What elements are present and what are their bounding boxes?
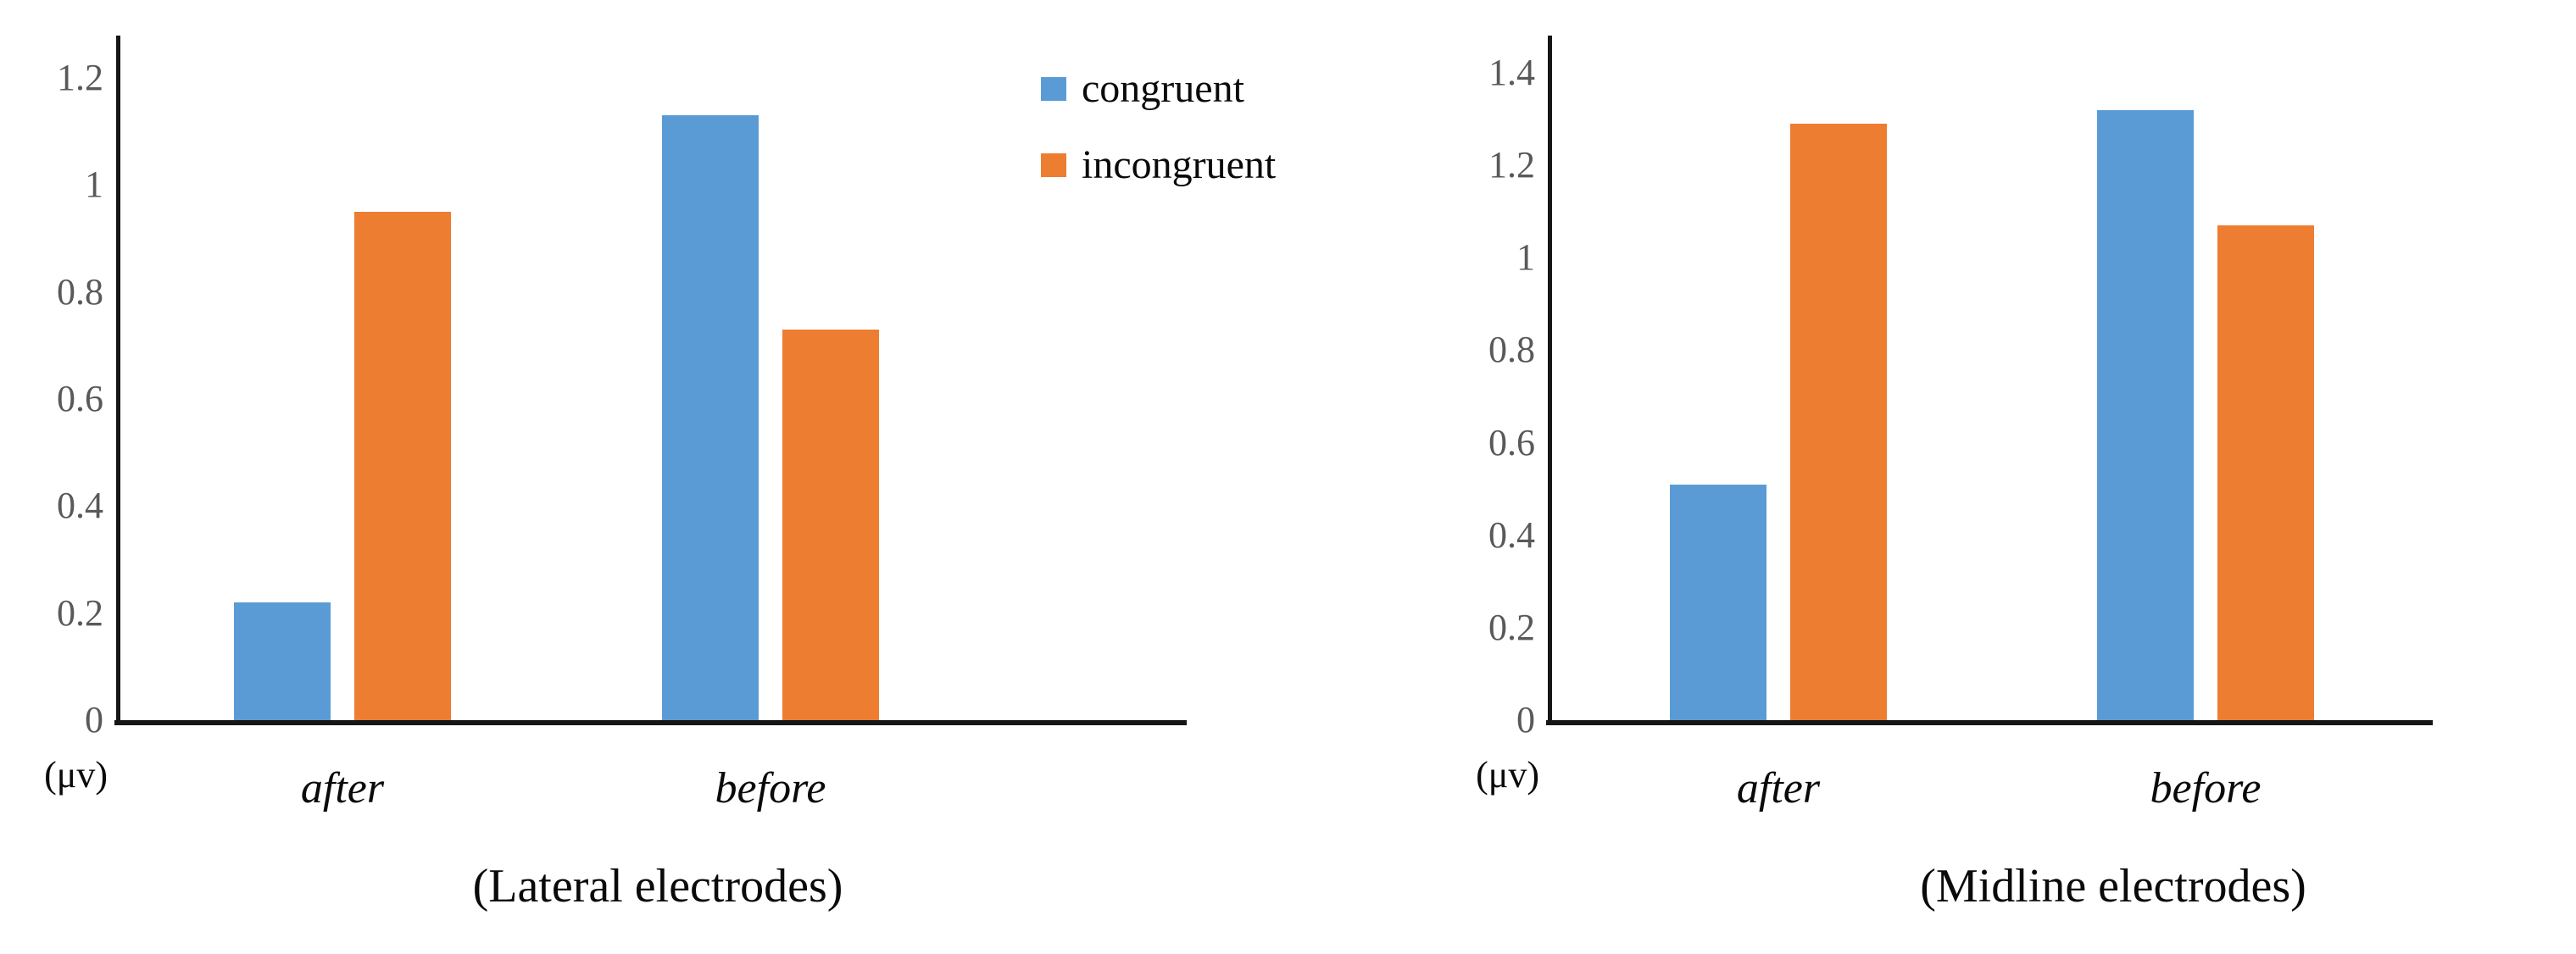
x-axis-line — [1546, 720, 2433, 725]
bar-congruent-after — [1670, 485, 1766, 720]
bar-incongruent-after — [1790, 124, 1887, 720]
legend-label-congruent: congruent — [1082, 66, 1244, 111]
y-tick-label: 0.2 — [57, 591, 103, 634]
legend-item-incongruent: incongruent — [1041, 145, 1276, 186]
chart-title-midline: (Midline electrodes) — [1920, 860, 2306, 912]
y-tick-label: 0.4 — [57, 485, 103, 527]
y-axis-unit-label: (μv) — [44, 754, 108, 796]
y-tick-label: 0 — [1516, 699, 1535, 740]
y-tick-label: 0.6 — [57, 377, 103, 419]
legend-item-congruent: congruent — [1041, 69, 1244, 109]
chart-title-lateral: (Lateral electrodes) — [472, 860, 843, 912]
y-tick-label: 0.8 — [1488, 329, 1535, 371]
y-tick-label: 0.6 — [1488, 421, 1535, 463]
bar-congruent-after — [234, 602, 331, 720]
y-axis-line — [116, 36, 120, 724]
bar-congruent-before — [662, 115, 759, 720]
y-tick-label: 1.2 — [1488, 144, 1535, 186]
x-category-label-after: after — [300, 764, 385, 813]
y-tick-label: 1.4 — [1488, 52, 1535, 94]
y-axis-unit-label: (μv) — [1476, 754, 1539, 796]
x-category-label-after: after — [1736, 764, 1821, 813]
y-tick-label: 0.8 — [57, 270, 103, 313]
y-tick-label: 0.4 — [1488, 513, 1535, 556]
y-tick-label: 0.2 — [1488, 606, 1535, 648]
legend-label-incongruent: incongruent — [1082, 142, 1277, 187]
bar-incongruent-before — [2217, 225, 2314, 720]
bar-incongruent-before — [782, 330, 879, 720]
x-category-label-before: before — [715, 764, 826, 813]
bar-incongruent-after — [354, 212, 451, 720]
bar-congruent-before — [2097, 110, 2194, 720]
y-tick-label: 1 — [1516, 236, 1535, 279]
x-axis-line — [114, 720, 1187, 725]
legend-swatch-incongruent-icon — [1041, 153, 1066, 177]
y-tick-label: 0 — [85, 699, 103, 740]
y-tick-label: 1.2 — [57, 56, 103, 98]
y-tick-label: 1 — [85, 164, 103, 206]
legend-swatch-congruent-icon — [1041, 77, 1066, 101]
x-category-label-before: before — [2150, 764, 2262, 813]
y-axis-line — [1548, 36, 1552, 724]
